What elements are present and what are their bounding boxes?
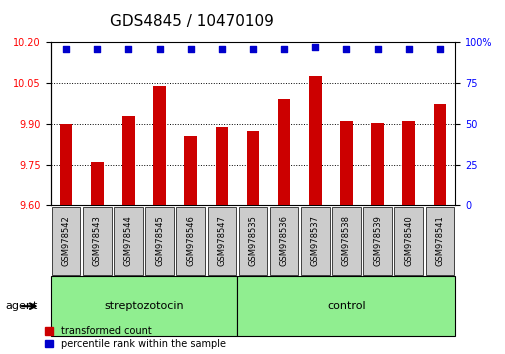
Point	[124, 46, 132, 52]
Bar	[401, 121, 414, 205]
Text: GSM978539: GSM978539	[372, 215, 381, 266]
Bar	[60, 124, 72, 205]
Bar	[277, 99, 290, 205]
Point	[217, 46, 225, 52]
Bar	[184, 136, 196, 205]
Text: streptozotocin: streptozotocin	[104, 301, 183, 311]
Bar	[433, 104, 445, 205]
Point	[186, 46, 194, 52]
Text: GSM978535: GSM978535	[248, 215, 257, 266]
Text: GSM978540: GSM978540	[403, 215, 413, 266]
FancyBboxPatch shape	[238, 207, 267, 275]
FancyBboxPatch shape	[83, 207, 112, 275]
Text: GSM978543: GSM978543	[92, 215, 102, 266]
Point	[311, 45, 319, 50]
FancyBboxPatch shape	[269, 207, 298, 275]
FancyBboxPatch shape	[207, 207, 236, 275]
Bar	[371, 122, 383, 205]
FancyBboxPatch shape	[300, 207, 329, 275]
Bar	[153, 86, 166, 205]
Text: GSM978536: GSM978536	[279, 215, 288, 266]
Point	[342, 46, 350, 52]
Bar	[91, 162, 104, 205]
Point	[435, 46, 443, 52]
Text: GSM978538: GSM978538	[341, 215, 350, 266]
Point	[373, 46, 381, 52]
FancyBboxPatch shape	[363, 207, 391, 275]
Point	[248, 46, 257, 52]
Point	[404, 46, 412, 52]
Bar	[309, 76, 321, 205]
Text: control: control	[326, 301, 365, 311]
Point	[93, 46, 101, 52]
FancyBboxPatch shape	[50, 276, 237, 336]
Text: GSM978541: GSM978541	[434, 215, 443, 266]
Point	[155, 46, 163, 52]
FancyBboxPatch shape	[52, 207, 80, 275]
FancyBboxPatch shape	[114, 207, 142, 275]
Text: GSM978544: GSM978544	[124, 215, 133, 266]
Point	[62, 46, 70, 52]
FancyBboxPatch shape	[176, 207, 205, 275]
Text: agent: agent	[5, 301, 37, 311]
Bar	[246, 131, 259, 205]
Text: GSM978546: GSM978546	[186, 215, 195, 266]
Bar	[339, 121, 352, 205]
Legend: transformed count, percentile rank within the sample: transformed count, percentile rank withi…	[45, 326, 225, 349]
Point	[280, 46, 288, 52]
FancyBboxPatch shape	[145, 207, 174, 275]
Text: GSM978547: GSM978547	[217, 215, 226, 266]
Text: GSM978537: GSM978537	[310, 215, 319, 266]
Text: GDS4845 / 10470109: GDS4845 / 10470109	[110, 14, 274, 29]
FancyBboxPatch shape	[331, 207, 360, 275]
Bar	[122, 116, 134, 205]
FancyBboxPatch shape	[393, 207, 422, 275]
FancyBboxPatch shape	[425, 207, 453, 275]
Text: GSM978542: GSM978542	[62, 215, 71, 266]
Bar	[215, 127, 228, 205]
Text: GSM978545: GSM978545	[155, 215, 164, 266]
FancyBboxPatch shape	[237, 276, 454, 336]
